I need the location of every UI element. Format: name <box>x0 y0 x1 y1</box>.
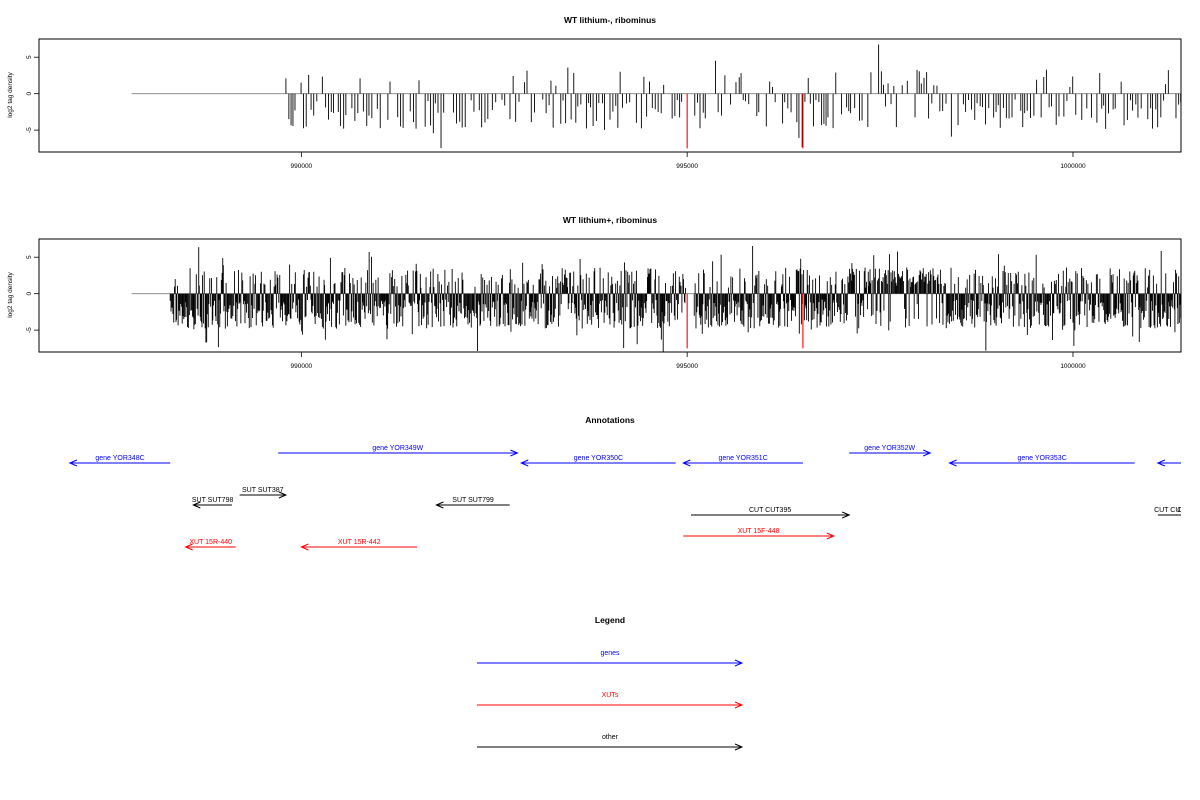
feature-arrow-head <box>510 449 519 457</box>
position-markers <box>686 293 804 349</box>
feature-label: CUT CUT397 <box>1177 507 1200 514</box>
feature-label: gene YOR350C <box>574 455 623 462</box>
legend-items: genes XUTs other <box>477 650 744 751</box>
feature-arrow-head <box>435 501 444 509</box>
axis-ticks: 990000 995000 1000000 5 0 -5 <box>26 55 1086 170</box>
coverage-bars <box>131 245 1181 352</box>
annotation-feature: gene YOR350C <box>519 455 676 467</box>
track-panel-lithium-minus: WT lithium-, ribominus log2 tag density … <box>7 15 1182 170</box>
track-panel-lithium-plus: WT lithium+, ribominus log2 tag density … <box>7 215 1182 370</box>
axis-ticks: 990000 995000 1000000 5 0 -5 <box>26 255 1086 370</box>
legend-arrow-head <box>734 743 744 751</box>
legend-arrow-head <box>734 659 744 667</box>
annotation-feature: CUT CUT395 <box>691 507 851 519</box>
y-tick-label: -5 <box>26 127 33 133</box>
feature-label: gene YOR352W <box>864 445 915 452</box>
annotation-feature: XUT 15R-440 <box>184 539 236 551</box>
x-tick-label: 995000 <box>676 163 698 170</box>
feature-arrow-head <box>1156 459 1166 467</box>
feature-label: gene YOR351C <box>718 455 767 462</box>
feature-label: CUT CUT396 <box>1154 507 1196 514</box>
annotation-feature: SUT SUT387 <box>239 487 288 499</box>
feature-arrow-head <box>923 449 932 457</box>
annotation-feature: CUT CUT396 <box>1154 507 1196 518</box>
x-tick-label: 990000 <box>290 363 312 370</box>
feature-label: XUT 15F-448 <box>738 528 780 535</box>
legend-label: XUTs <box>602 692 619 699</box>
y-tick-label: 0 <box>26 291 33 295</box>
feature-arrow-head <box>842 511 851 519</box>
feature-label: XUT 15R-442 <box>338 539 381 546</box>
x-tick-label: 1000000 <box>1060 163 1086 170</box>
legend-item: other <box>477 734 744 751</box>
annotation-feature: SUT SUT799 <box>435 497 510 509</box>
feature-label: SUT SUT387 <box>242 487 284 494</box>
annotation-features: gene YOR348C gene YOR349W gene YOR350C gene… <box>68 445 1200 551</box>
annotation-feature: gene YOR353C <box>948 455 1135 467</box>
legend: Legend genes XUTs other <box>477 615 744 751</box>
legend-title: Legend <box>595 615 625 625</box>
feature-label: SUT SUT799 <box>452 497 494 504</box>
annotation-feature: SUT SUT798 <box>192 497 234 509</box>
annotation-feature: gene YOR352W <box>849 445 932 457</box>
feature-arrow-head <box>68 459 78 467</box>
panel-title: WT lithium+, ribominus <box>563 215 657 225</box>
feature-label: XUT 15R-440 <box>189 539 232 546</box>
position-markers <box>686 93 804 149</box>
y-tick-label: 5 <box>26 255 33 259</box>
feature-arrow-head <box>278 491 288 499</box>
feature-arrow-head <box>300 543 309 551</box>
legend-item: genes <box>477 650 744 667</box>
coverage-bars <box>131 44 1181 149</box>
feature-label: gene YOR348C <box>95 455 144 462</box>
legend-item: XUTs <box>477 692 744 709</box>
x-tick-label: 1000000 <box>1060 363 1086 370</box>
annotations-title: Annotations <box>585 415 635 425</box>
x-tick-label: 995000 <box>676 363 698 370</box>
feature-arrow-head <box>682 459 691 467</box>
y-tick-label: -5 <box>26 327 33 333</box>
feature-label: SUT SUT798 <box>192 497 234 504</box>
annotation-feature: gene YOR354C <box>1156 459 1181 467</box>
annotation-feature: gene YOR348C <box>68 455 171 467</box>
feature-arrow-head <box>1186 512 1193 518</box>
feature-arrow-head <box>184 543 193 551</box>
feature-label: gene YOR349W <box>372 445 423 452</box>
feature-arrow-head <box>948 459 957 467</box>
annotation-feature: XUT 15R-442 <box>300 539 418 551</box>
feature-label: CUT CUT395 <box>749 507 791 514</box>
legend-label: genes <box>600 650 620 657</box>
y-axis-label: log2 tag density <box>7 271 14 317</box>
annotation-feature: CUT CUT397 <box>1177 507 1200 514</box>
x-tick-label: 990000 <box>290 163 312 170</box>
feature-arrow-head <box>192 501 201 509</box>
annotation-feature: gene YOR349W <box>278 445 519 457</box>
y-axis-label: log2 tag density <box>7 71 14 117</box>
annotation-feature: gene YOR351C <box>682 455 803 467</box>
legend-label: other <box>602 734 619 741</box>
annotation-feature: XUT 15F-448 <box>683 528 836 540</box>
y-tick-label: 5 <box>26 55 33 59</box>
feature-arrow-head <box>826 532 836 540</box>
legend-arrow-head <box>734 701 744 709</box>
feature-label: gene YOR353C <box>1017 455 1066 462</box>
feature-arrow-head <box>519 459 529 467</box>
panel-title: WT lithium-, ribominus <box>564 15 656 25</box>
y-tick-label: 0 <box>26 91 33 95</box>
